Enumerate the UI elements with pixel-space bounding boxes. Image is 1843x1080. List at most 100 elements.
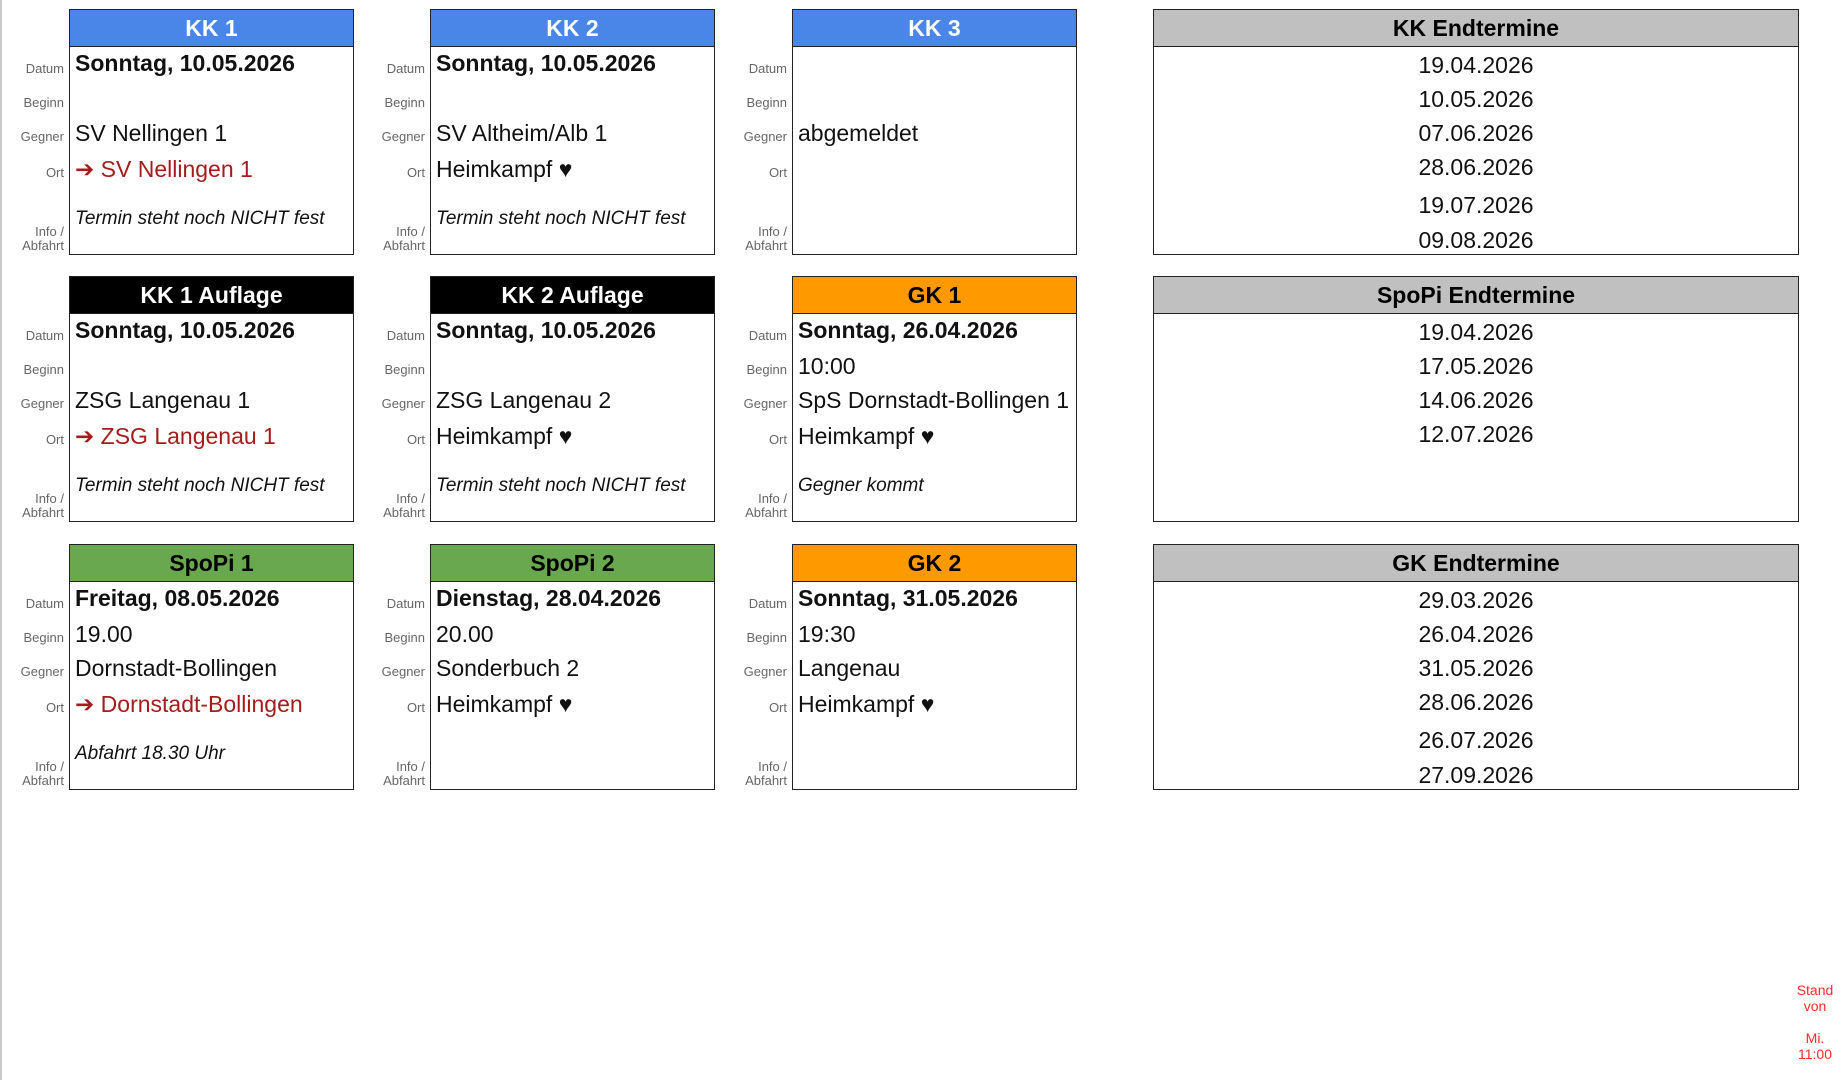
end-date[interactable] xyxy=(1154,450,1798,489)
team-card: Datum Beginn Gegner Ort Info / Abfahrt K… xyxy=(744,9,1077,257)
info-value[interactable]: Termin steht noch NICHT fest xyxy=(75,208,325,229)
label-beginn: Beginn xyxy=(23,362,64,377)
label-gegner: Gegner xyxy=(381,664,425,679)
end-date[interactable]: 19.07.2026 xyxy=(1418,192,1534,218)
datum-value[interactable]: Sonntag, 10.05.2026 xyxy=(75,317,295,343)
label-info: Info / Abfahrt xyxy=(22,491,64,520)
label-beginn: Beginn xyxy=(23,95,64,110)
team-card: Datum Beginn Gegner Ort Info / Abfahrt G… xyxy=(744,276,1077,522)
label-ort: Ort xyxy=(406,700,425,715)
stand-timestamp: Stand von Mi. 11:00 xyxy=(1796,982,1834,1062)
end-date[interactable]: 12.07.2026 xyxy=(1418,421,1534,447)
end-date[interactable] xyxy=(1154,489,1798,523)
beginn-value[interactable] xyxy=(431,81,714,115)
beginn-value[interactable] xyxy=(793,81,1076,115)
end-date[interactable]: 19.04.2026 xyxy=(1418,52,1534,78)
beginn-value[interactable]: 10:00 xyxy=(798,353,856,379)
end-date[interactable]: 29.03.2026 xyxy=(1418,587,1534,613)
datum-value[interactable]: Sonntag, 10.05.2026 xyxy=(436,317,656,343)
end-date[interactable]: 27.09.2026 xyxy=(1418,762,1534,788)
ort-value[interactable]: Heimkampf ♥ xyxy=(798,423,935,449)
label-ort: Ort xyxy=(406,432,425,447)
label-ort: Ort xyxy=(768,432,787,447)
label-ort: Ort xyxy=(45,700,64,715)
end-date[interactable]: 09.08.2026 xyxy=(1418,227,1534,253)
team-card: Datum Beginn Gegner Ort Info / Abfahrt K… xyxy=(21,9,354,255)
info-value[interactable]: Termin steht noch NICHT fest xyxy=(75,475,325,496)
end-date[interactable]: 14.06.2026 xyxy=(1418,387,1534,413)
label-datum: Datum xyxy=(386,61,425,76)
gegner-value[interactable]: abgemeldet xyxy=(798,120,919,146)
gegner-value[interactable]: Langenau xyxy=(798,655,901,681)
info-value[interactable] xyxy=(793,188,1076,257)
beginn-value[interactable]: 20.00 xyxy=(436,621,494,647)
datum-value[interactable]: Sonntag, 10.05.2026 xyxy=(436,50,656,76)
row-labels: Datum Beginn Gegner Ort Info / Abfahrt xyxy=(3,312,69,522)
ort-value[interactable]: ➔ Dornstadt-Bollingen xyxy=(75,691,303,717)
info-value[interactable] xyxy=(431,723,714,792)
beginn-value[interactable]: 19:30 xyxy=(798,621,856,647)
end-date[interactable]: 10.05.2026 xyxy=(1418,86,1534,112)
label-datum: Datum xyxy=(748,328,787,343)
datum-value[interactable]: Sonntag, 26.04.2026 xyxy=(798,317,1018,343)
card-title: GK 2 xyxy=(793,545,1076,582)
end-date[interactable]: 26.04.2026 xyxy=(1418,621,1534,647)
info-value[interactable] xyxy=(793,723,1076,792)
end-date[interactable]: 28.06.2026 xyxy=(1418,689,1534,715)
end-date[interactable]: 07.06.2026 xyxy=(1418,120,1534,146)
info-value[interactable]: Gegner kommt xyxy=(798,475,924,496)
row-labels: Datum Beginn Gegner Ort Info / Abfahrt xyxy=(364,312,430,522)
label-datum: Datum xyxy=(25,61,64,76)
datum-value[interactable]: Dienstag, 28.04.2026 xyxy=(436,585,662,611)
label-info: Info / Abfahrt xyxy=(383,491,425,520)
end-date[interactable]: 19.04.2026 xyxy=(1418,319,1534,345)
label-gegner: Gegner xyxy=(20,396,64,411)
row-labels: Datum Beginn Gegner Ort Info / Abfahrt xyxy=(726,312,792,522)
card-title: SpoPi 2 xyxy=(431,545,714,582)
ort-value[interactable]: ➔ ZSG Langenau 1 xyxy=(75,423,276,449)
card-title: KK 3 xyxy=(793,10,1076,47)
card-title: KK 1 Auflage xyxy=(70,277,353,314)
ort-value[interactable]: ➔ SV Nellingen 1 xyxy=(75,156,253,182)
beginn-value[interactable] xyxy=(70,81,353,115)
end-date[interactable]: 26.07.2026 xyxy=(1418,727,1534,753)
datum-value[interactable]: Freitag, 08.05.2026 xyxy=(75,585,280,611)
beginn-value[interactable] xyxy=(70,348,353,382)
beginn-value[interactable] xyxy=(431,348,714,382)
sheet-left-border xyxy=(0,0,2,1080)
endtermine-card: GK Endtermine 29.03.2026 26.04.2026 31.05.2… xyxy=(1153,544,1799,790)
end-date[interactable]: 31.05.2026 xyxy=(1418,655,1534,681)
gegner-value[interactable]: ZSG Langenau 2 xyxy=(436,387,612,413)
datum-value[interactable]: Sonntag, 10.05.2026 xyxy=(75,50,295,76)
row-labels: Datum Beginn Gegner Ort Info / Abfahrt xyxy=(364,45,430,255)
gegner-value[interactable]: ZSG Langenau 1 xyxy=(75,387,251,413)
end-date[interactable]: 28.06.2026 xyxy=(1418,154,1534,180)
info-value[interactable]: Termin steht noch NICHT fest xyxy=(436,208,686,229)
datum-value[interactable] xyxy=(793,47,1076,81)
label-gegner: Gegner xyxy=(743,664,787,679)
ort-value[interactable] xyxy=(793,149,1076,188)
ort-value[interactable]: Heimkampf ♥ xyxy=(798,691,935,717)
ort-value[interactable]: Heimkampf ♥ xyxy=(436,156,573,182)
label-gegner: Gegner xyxy=(743,129,787,144)
end-date[interactable]: 17.05.2026 xyxy=(1418,353,1534,379)
endtermine-title: SpoPi Endtermine xyxy=(1154,277,1798,314)
beginn-value[interactable]: 19.00 xyxy=(75,621,133,647)
row-labels: Datum Beginn Gegner Ort Info / Abfahrt xyxy=(3,45,69,255)
label-datum: Datum xyxy=(748,596,787,611)
gegner-value[interactable]: SV Altheim/Alb 1 xyxy=(436,120,608,146)
card-title: KK 1 xyxy=(70,10,353,47)
label-gegner: Gegner xyxy=(20,664,64,679)
label-info: Info / Abfahrt xyxy=(383,759,425,788)
gegner-value[interactable]: SpS Dornstadt-Bollingen 1 xyxy=(798,387,1070,413)
gegner-value[interactable]: Sonderbuch 2 xyxy=(436,655,580,681)
label-gegner: Gegner xyxy=(20,129,64,144)
gegner-value[interactable]: SV Nellingen 1 xyxy=(75,120,228,146)
datum-value[interactable]: Sonntag, 31.05.2026 xyxy=(798,585,1018,611)
gegner-value[interactable]: Dornstadt-Bollingen xyxy=(75,655,278,681)
label-datum: Datum xyxy=(386,596,425,611)
info-value[interactable]: Abfahrt 18.30 Uhr xyxy=(75,743,225,764)
ort-value[interactable]: Heimkampf ♥ xyxy=(436,691,573,717)
ort-value[interactable]: Heimkampf ♥ xyxy=(436,423,573,449)
info-value[interactable]: Termin steht noch NICHT fest xyxy=(436,475,686,496)
